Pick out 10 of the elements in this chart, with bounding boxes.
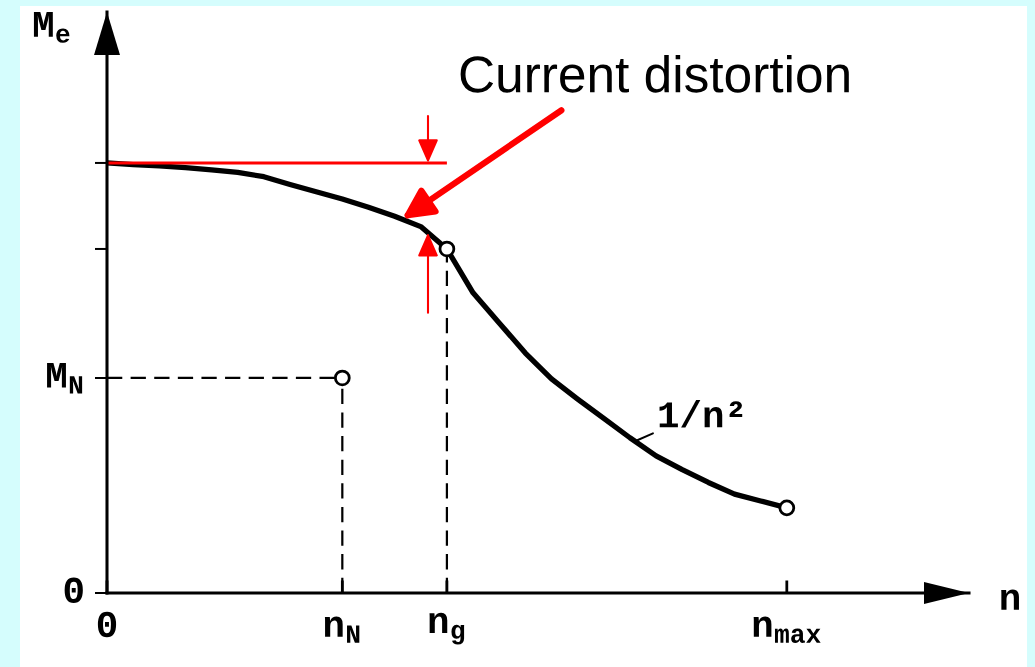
x-tick-label: 0	[97, 611, 117, 638]
x-axis-title: n	[1001, 589, 1019, 610]
annotation: 1/n²	[659, 400, 743, 428]
annotation: M$_{N}$	[47, 362, 83, 394]
x-tick-label: n$_{N}$	[324, 616, 360, 643]
text: 0	[64, 577, 83, 604]
text: Current distortion	[460, 54, 849, 93]
y-axis-title: M$_{e}$	[33, 11, 70, 43]
x-tick-label: n$_{g}$	[429, 612, 465, 645]
x-tick-label: n$_{max}$	[753, 616, 821, 643]
